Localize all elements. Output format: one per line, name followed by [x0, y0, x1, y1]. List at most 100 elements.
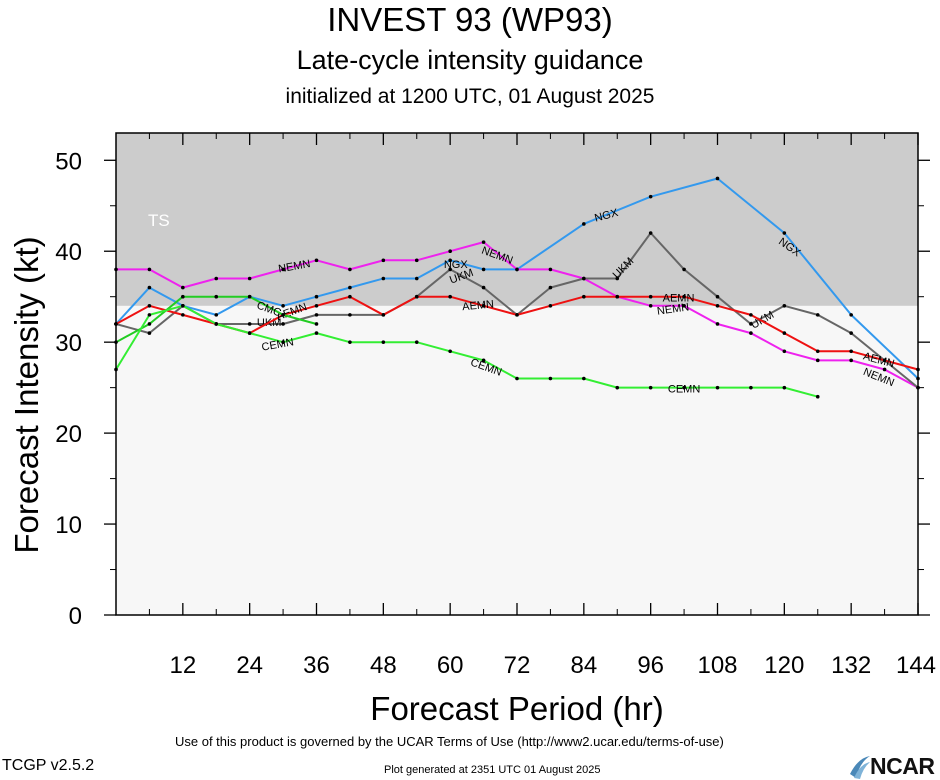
series-aemn-point	[348, 294, 352, 299]
series-aemn-point	[648, 294, 653, 299]
series-ukm-point	[648, 231, 653, 235]
x-tick-label: 72	[504, 652, 531, 679]
series-ukm-point	[247, 322, 252, 326]
series-cmc-point	[214, 294, 219, 299]
series-ngx-point	[314, 294, 319, 299]
series-cemn-point	[381, 340, 386, 344]
series-cemn-point	[481, 358, 486, 363]
series-cmc-point	[314, 322, 319, 326]
series-cemn-point	[247, 331, 252, 335]
y-tick-label: 30	[55, 330, 82, 357]
init-time: initialized at 1200 UTC, 01 August 2025	[285, 85, 655, 108]
series-nemn-point	[648, 303, 653, 308]
series-nemn-point	[314, 258, 319, 263]
band-label: TS	[148, 211, 170, 230]
series-cemn-point	[281, 340, 285, 344]
series-aemn-point	[715, 303, 720, 308]
series-ukm-point	[281, 322, 285, 326]
ncar-swoosh-icon	[850, 756, 870, 779]
series-nemn-point	[448, 249, 452, 254]
x-tick-label: 132	[831, 652, 871, 679]
ncar-logo-text: NCAR	[870, 753, 935, 779]
y-axis-label: Forecast Intensity (kt)	[8, 236, 45, 553]
series-cmc-point	[147, 322, 152, 326]
series-nemn-point	[147, 267, 152, 272]
series-cemn-point	[548, 376, 553, 381]
series-nemn-point	[247, 276, 252, 281]
series-nemn-label: NEMN	[277, 258, 311, 275]
y-tick-label: 0	[69, 603, 82, 630]
series-cemn-point	[414, 340, 419, 344]
x-tick-label: 60	[437, 652, 464, 679]
series-cemn-point	[815, 394, 820, 399]
y-tick-label: 20	[55, 421, 82, 448]
series-ngx-point	[147, 285, 152, 290]
chart-subtitle: Late-cycle intensity guidance	[296, 45, 644, 75]
series-ngx-point	[214, 313, 219, 317]
series-nemn-point	[515, 267, 519, 272]
series-ukm-point	[815, 313, 820, 317]
series-aemn-point	[849, 349, 853, 354]
x-axis-label: Forecast Period (hr)	[370, 690, 663, 727]
series-aemn-point	[815, 349, 820, 354]
series-nemn-point	[214, 276, 219, 281]
series-aemn-point	[147, 303, 152, 308]
series-ngx-point	[849, 313, 853, 317]
series-cemn-point	[749, 385, 753, 390]
x-tick-label: 120	[764, 652, 804, 679]
series-aemn-point	[782, 331, 787, 335]
series-cemn-point	[582, 376, 586, 381]
x-tick-label: 96	[637, 652, 664, 679]
series-aemn-point	[481, 303, 486, 308]
series-nemn-point	[481, 240, 486, 244]
series-cemn-point	[181, 303, 185, 308]
series-nemn-point	[682, 303, 686, 308]
series-nemn-label: NEMN	[656, 301, 690, 317]
series-nemn-point	[782, 349, 787, 354]
series-ukm-point	[849, 331, 853, 335]
series-nemn-point	[348, 267, 352, 272]
series-ngx-point	[582, 222, 586, 226]
series-aemn-point	[515, 313, 519, 317]
series-aemn-point	[548, 303, 553, 308]
series-ngx-point	[414, 276, 419, 281]
series-ngx-point	[782, 231, 787, 235]
series-nemn-point	[715, 322, 720, 326]
x-tick-label: 36	[303, 652, 330, 679]
series-aemn-point	[381, 313, 386, 317]
series-ukm-point	[682, 267, 686, 272]
series-aemn-point	[448, 294, 452, 299]
chart-title: INVEST 93 (WP93)	[327, 1, 613, 38]
series-aemn-label: AEMN	[663, 293, 695, 305]
series-ukm-point	[615, 276, 620, 281]
series-ukm-point	[314, 313, 319, 317]
series-cemn-point	[448, 349, 452, 354]
series-aemn-point	[682, 294, 686, 299]
series-ngx-point	[648, 194, 653, 199]
series-ukm-point	[715, 294, 720, 299]
series-aemn-point	[882, 358, 887, 363]
series-aemn-point	[749, 313, 753, 317]
series-nemn-point	[281, 267, 285, 272]
series-nemn-point	[548, 267, 553, 272]
terms-of-use: Use of this product is governed by the U…	[175, 734, 724, 749]
ncar-logo: NCAR	[848, 752, 940, 780]
series-ukm-point	[481, 285, 486, 290]
x-tick-label: 48	[370, 652, 397, 679]
series-nemn-point	[181, 285, 185, 290]
series-ukm-point	[749, 322, 753, 326]
series-cemn-point	[348, 340, 352, 344]
series-cemn-line	[115, 304, 819, 398]
series-ngx-point	[281, 303, 285, 308]
series-aemn-point	[314, 303, 319, 308]
series-ngx-point	[715, 176, 720, 181]
y-tick-label: 40	[55, 239, 82, 266]
series-cemn-point	[214, 322, 219, 326]
series-aemn-point	[414, 294, 419, 299]
x-tick-label: 144	[896, 652, 936, 679]
series-cemn-label: CEMN	[668, 384, 700, 396]
series-ukm-point	[548, 285, 553, 290]
x-tick-label: 12	[169, 652, 196, 679]
y-tick-label: 50	[55, 148, 82, 175]
